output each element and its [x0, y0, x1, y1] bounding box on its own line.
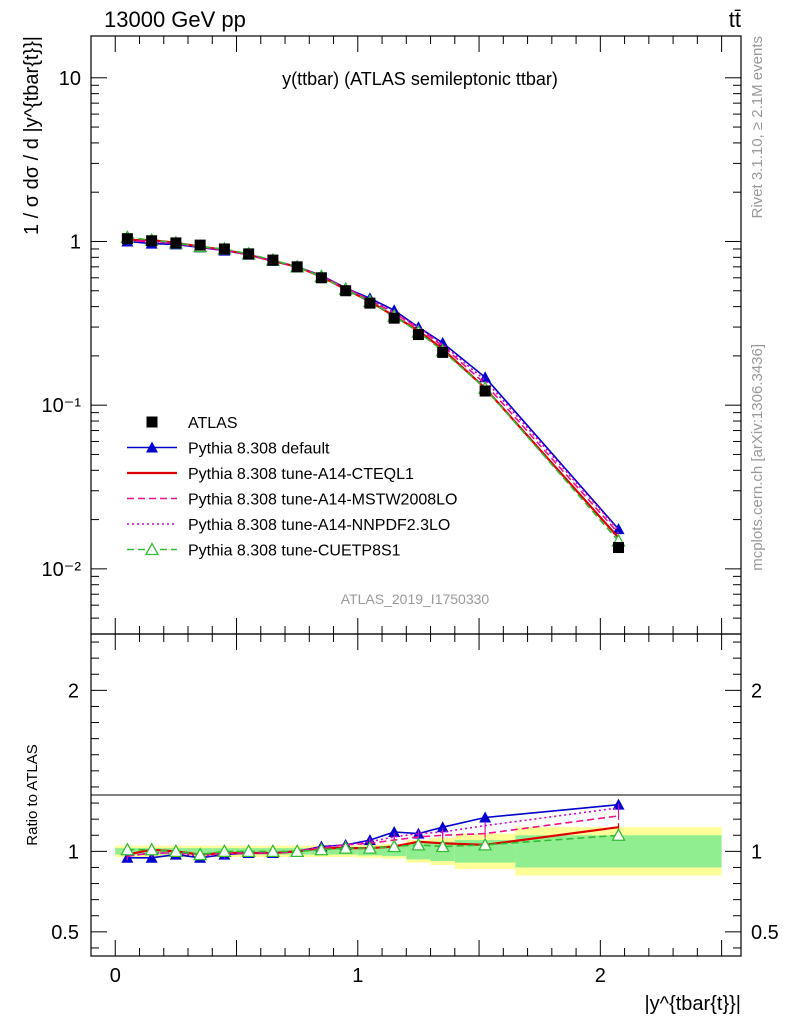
data-point [194, 239, 206, 251]
data-point [146, 441, 158, 453]
data-point [388, 312, 400, 324]
main-panel: 10⁻² 10⁻¹ 1 10 y(ttbar) (ATLAS semileptonic… [21, 35, 742, 635]
data-point [218, 243, 230, 255]
data-point [146, 235, 158, 247]
stat-uncertainty-band [406, 843, 431, 860]
main-y-axis-label: 1 / σ dσ / d |y^{tbar{t}}| [21, 36, 43, 235]
series-line [127, 236, 620, 542]
data-point [412, 329, 424, 341]
y-tick-label: 10⁻¹ [42, 395, 82, 417]
legend-item: Pythia 8.308 tune-A14-MSTW2008LO [127, 492, 457, 509]
ratio-series-pythia-8-308-tune-cuetp8s1 [120, 827, 626, 861]
legend-label: Pythia 8.308 tune-CUETP8S1 [188, 543, 401, 560]
data-point [291, 261, 303, 273]
data-point [436, 336, 449, 348]
data-point [611, 827, 626, 841]
legend-item: Pythia 8.308 tune-A14-CTEQL1 [127, 466, 414, 483]
data-point [436, 821, 449, 833]
series-atlas [121, 233, 625, 554]
header-right: tt̄ [729, 7, 741, 32]
x-tick-label: 1 [352, 965, 363, 987]
data-point [340, 285, 352, 297]
ratio-y-tick-label-left: 1 [68, 841, 79, 863]
ratio-y-tick-label-right: 2 [751, 680, 762, 702]
ratio-axis-ticks: 0.5 0.5 1 1 2 2 0 1 2 [51, 634, 779, 987]
data-point [387, 839, 402, 853]
legend-label: ATLAS [188, 415, 238, 432]
data-point [613, 542, 625, 554]
legend-item: Pythia 8.308 default [127, 441, 330, 458]
data-point [315, 272, 327, 284]
data-point [479, 811, 492, 823]
data-point [479, 371, 492, 383]
data-point [267, 254, 279, 266]
watermark: ATLAS_2019_I1750330 [341, 591, 490, 607]
ratio-y-axis-label: Ratio to ATLAS [24, 744, 41, 845]
data-point [437, 346, 449, 358]
y-tick-label: 1 [70, 231, 81, 253]
data-point [243, 248, 255, 260]
data-point [478, 837, 493, 851]
data-point [120, 842, 135, 856]
data-point [241, 843, 256, 857]
x-tick-label: 2 [595, 965, 606, 987]
ratio-series-line [127, 834, 619, 856]
y-tick-label: 10 [59, 68, 81, 90]
data-point [121, 233, 133, 245]
data-point [411, 837, 426, 851]
ratio-frame [90, 633, 742, 957]
data-point [362, 840, 378, 854]
data-point [265, 843, 280, 857]
data-point [170, 237, 182, 249]
legend-item: Pythia 8.308 tune-A14-NNPDF2.3LO [127, 517, 450, 534]
data-point [145, 851, 158, 863]
legend: ATLAS Pythia 8.308 default Pythia 8.308 tu… [127, 415, 457, 560]
header-left: 13000 GeV pp [104, 7, 246, 32]
ratio-panel: 0.5 0.5 1 1 2 2 0 1 2 Ratio to ATLAS |y^{tbar{t}… [24, 633, 779, 1015]
ratio-y-tick-label-right: 0.5 [751, 922, 779, 944]
legend-item: Pythia 8.308 tune-CUETP8S1 [127, 542, 401, 560]
y-tick-label: 10⁻² [42, 559, 82, 581]
legend-label: Pythia 8.308 tune-A14-NNPDF2.3LO [188, 517, 450, 534]
ratio-y-tick-label-left: 2 [68, 680, 79, 702]
x-axis-label: |y^{tbar{t}}| [644, 993, 741, 1015]
legend-label: Pythia 8.308 default [188, 441, 330, 458]
data-point [144, 842, 159, 856]
legend-label: Pythia 8.308 tune-A14-MSTW2008LO [188, 492, 457, 509]
ratio-y-tick-label-left: 0.5 [51, 922, 79, 944]
ratio-y-tick-label-right: 1 [751, 841, 762, 863]
legend-label: Pythia 8.308 tune-A14-CTEQL1 [188, 466, 414, 483]
data-point [435, 839, 450, 853]
data-point [193, 847, 208, 861]
rivet-label: Rivet 3.1.10, ≥ 2.1M events [749, 36, 766, 219]
data-point [146, 416, 158, 428]
data-point [479, 385, 491, 397]
x-tick-label: 0 [110, 965, 121, 987]
main-title: y(ttbar) (ATLAS semileptonic ttbar) [282, 69, 558, 89]
ratio-series [120, 798, 626, 863]
data-point [338, 840, 353, 854]
data-point [364, 297, 376, 309]
data-point [388, 826, 401, 838]
data-point [290, 843, 305, 857]
main-axis-ticks: 10⁻² 10⁻¹ 1 10 [42, 36, 741, 635]
data-point [612, 523, 625, 535]
mcplots-label: mcplots.cern.ch [arXiv:1306.3436] [749, 344, 766, 571]
data-point [168, 843, 183, 857]
ratio-series-line [127, 807, 619, 858]
data-point [217, 843, 232, 857]
legend-item: ATLAS [146, 415, 238, 432]
data-point [144, 542, 160, 556]
data-point [314, 842, 329, 856]
main-series [120, 229, 626, 554]
